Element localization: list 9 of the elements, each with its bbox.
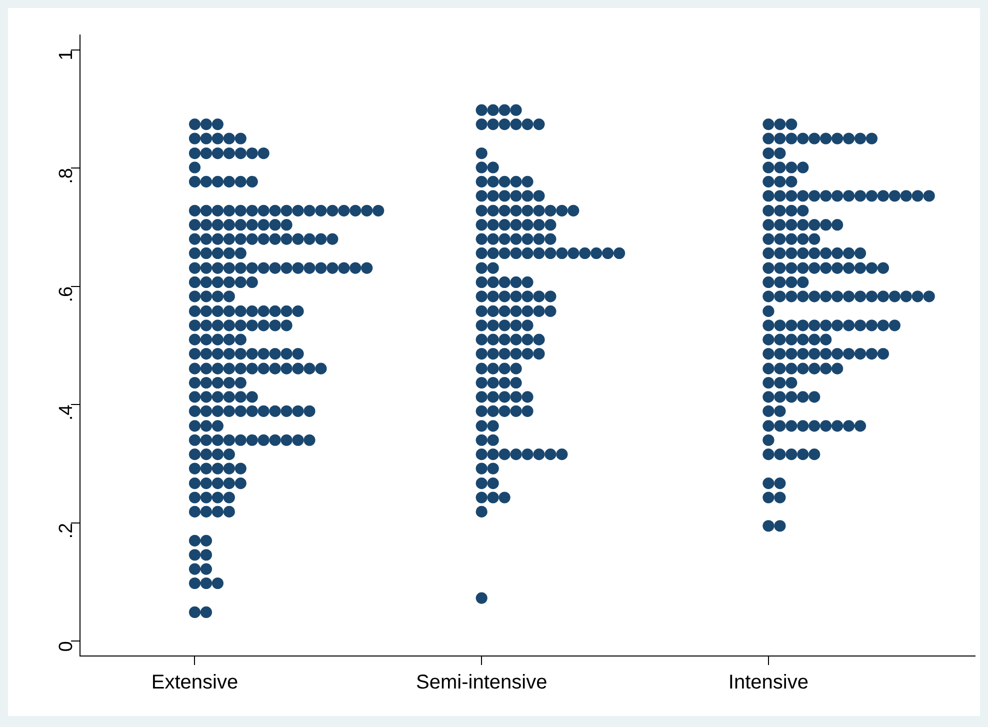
y-tick-label: 0 xyxy=(56,641,78,652)
x-tick-label: Intensive xyxy=(728,672,808,694)
y-tick-label: .4 xyxy=(56,404,78,420)
y-tick-label: .8 xyxy=(56,168,78,184)
y-tick-label: 1 xyxy=(56,50,78,60)
x-tick-label: Semi-intensive xyxy=(416,672,548,694)
x-tick-label: Extensive xyxy=(151,672,238,694)
y-tick-label: .6 xyxy=(56,286,78,302)
y-tick-label: .2 xyxy=(56,522,78,539)
